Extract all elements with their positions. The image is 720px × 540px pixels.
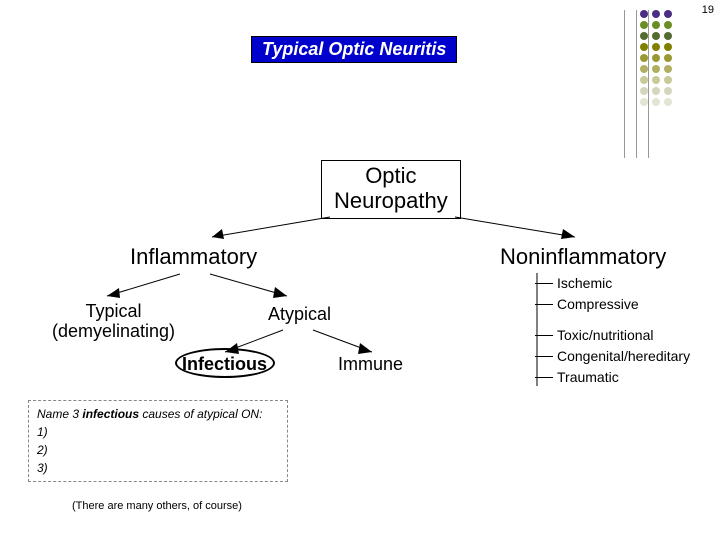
decorative-dot (640, 98, 648, 106)
separator-line (624, 10, 625, 158)
question-line2: 2) (37, 441, 279, 459)
inflammatory-node: Inflammatory (130, 244, 257, 270)
connector-line (535, 304, 553, 305)
decorative-dot (652, 98, 660, 106)
decorative-dot (664, 43, 672, 51)
noninf-item-label: Congenital/hereditary (557, 346, 690, 367)
connector-line (535, 283, 553, 284)
title-box: Typical Optic Neuritis (251, 36, 457, 63)
decorative-dot (664, 21, 672, 29)
decorative-dot (664, 76, 672, 84)
page-number: 19 (702, 4, 714, 16)
decorative-dot (640, 43, 648, 51)
arrow-root-left (200, 215, 340, 245)
root-node: Optic Neuropathy (321, 160, 461, 219)
decorative-dot (664, 10, 672, 18)
slide-page: 19 Typical Optic Neuritis Optic Neuropat… (0, 0, 720, 540)
decorative-dot (652, 43, 660, 51)
decorative-dot (652, 54, 660, 62)
decorative-dot (664, 65, 672, 73)
typical-line1: Typical (52, 302, 175, 322)
arrow-infl-right (205, 272, 305, 302)
decorative-dot (652, 65, 660, 73)
noninf-item-label: Compressive (557, 294, 639, 315)
decorative-dot (652, 10, 660, 18)
title-text: Typical Optic Neuritis (262, 39, 446, 59)
q-prompt-a: Name 3 (37, 407, 82, 421)
decorative-dot (664, 87, 672, 95)
decorative-dot (652, 87, 660, 95)
decorative-dot (652, 21, 660, 29)
decorative-dot (664, 32, 672, 40)
decorative-dot (640, 65, 648, 73)
noninf-item-label: Traumatic (557, 367, 619, 388)
arrow-root-right (450, 215, 590, 245)
connector-line (535, 356, 553, 357)
typical-line2: (demyelinating) (52, 322, 175, 342)
decorative-dot-grid (640, 10, 672, 109)
connector-line (535, 377, 553, 378)
question-box: Name 3 infectious causes of atypical ON:… (28, 400, 288, 482)
decorative-dot (640, 76, 648, 84)
decorative-dot (640, 21, 648, 29)
question-line3: 3) (37, 459, 279, 477)
question-line1: 1) (37, 423, 279, 441)
noninf-item: Ischemic (535, 273, 690, 294)
root-line1: Optic (334, 163, 448, 188)
noninf-item: Toxic/nutritional (535, 325, 690, 346)
noninf-item: Compressive (535, 294, 690, 315)
noninflammatory-node: Noninflammatory (500, 244, 666, 270)
noninf-item: Traumatic (535, 367, 690, 388)
question-prompt: Name 3 infectious causes of atypical ON: (37, 405, 279, 423)
atypical-node: Atypical (268, 305, 331, 325)
decorative-dot (652, 32, 660, 40)
immune-node: Immune (338, 355, 403, 375)
infectious-highlight-oval (175, 348, 275, 378)
q-prompt-b: infectious (82, 407, 139, 421)
decorative-dot (664, 98, 672, 106)
footnote: (There are many others, of course) (72, 500, 242, 512)
connector-line (535, 335, 553, 336)
decorative-dot (640, 87, 648, 95)
noninf-item-label: Ischemic (557, 273, 612, 294)
noninf-item: Congenital/hereditary (535, 346, 690, 367)
arrow-infl-left (95, 272, 195, 302)
noninflammatory-list: IschemicCompressive Toxic/nutritionalCong… (535, 273, 690, 388)
root-line2: Neuropathy (334, 188, 448, 213)
decorative-dot (664, 54, 672, 62)
decorative-dot (640, 32, 648, 40)
typical-node: Typical (demyelinating) (52, 302, 175, 342)
noninf-item-label: Toxic/nutritional (557, 325, 654, 346)
decorative-dot (640, 10, 648, 18)
q-prompt-c: causes of atypical ON: (139, 407, 262, 421)
separator-line (636, 10, 637, 158)
decorative-dot (640, 54, 648, 62)
decorative-dot (652, 76, 660, 84)
